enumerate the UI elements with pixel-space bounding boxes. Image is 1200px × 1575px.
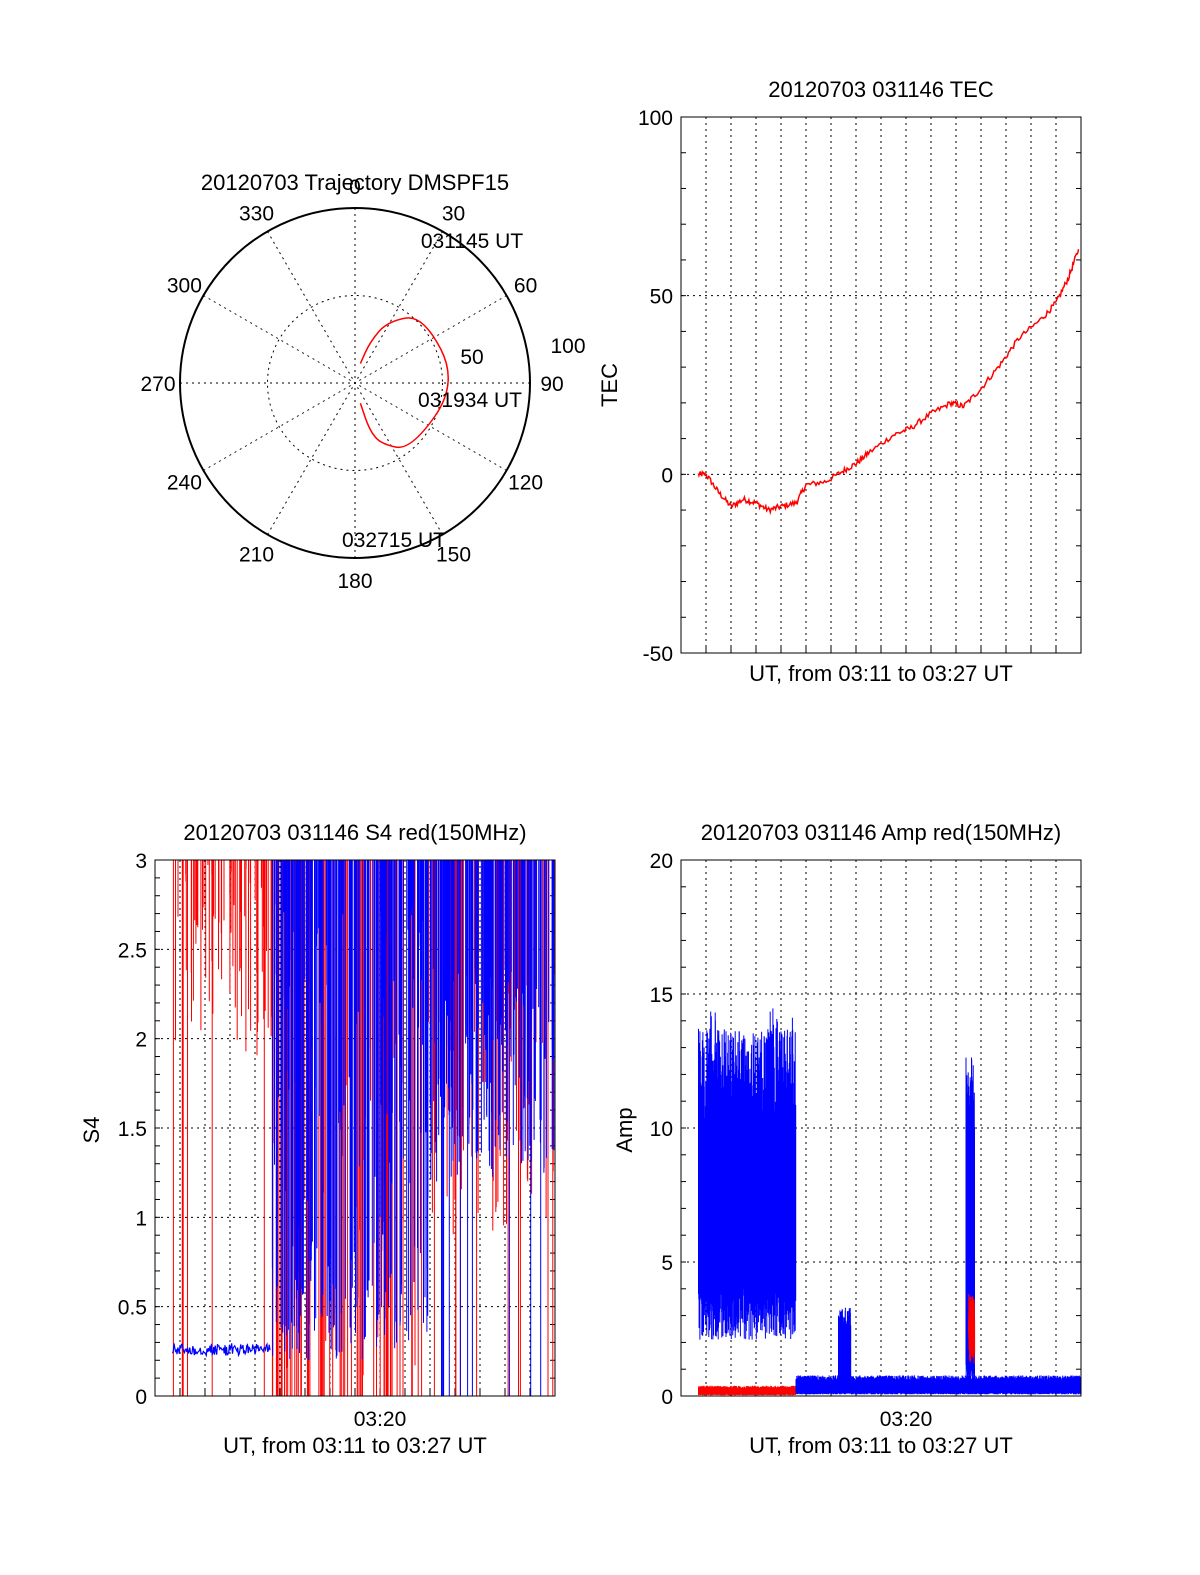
s4-xtick-0320: 03:20 bbox=[354, 1408, 407, 1431]
amp-blue-segment-4 bbox=[965, 1057, 975, 1380]
amp-blue-segment-3 bbox=[838, 1307, 852, 1392]
tec-chart: 20120703 031146 TEC -50 0 50 100 TEC UT, fr… bbox=[597, 77, 1082, 686]
polar-spoke-150 bbox=[267, 231, 443, 535]
polar-annotation-start: 031145 UT bbox=[421, 230, 524, 253]
polar-angle-label-30: 30 bbox=[442, 202, 465, 225]
polar-angle-label-0: 0 bbox=[349, 176, 361, 199]
s4-title: 20120703 031146 S4 red(150MHz) bbox=[183, 820, 526, 845]
s4-ytick-label-2: 2 bbox=[135, 1029, 147, 1052]
polar-angle-label-150: 150 bbox=[436, 544, 471, 567]
amp-blue-segment-2 bbox=[795, 1375, 1082, 1395]
s4-blue-baseline bbox=[171, 1342, 271, 1358]
polar-angle-label-330: 330 bbox=[239, 202, 274, 225]
tec-ytick-label--50: -50 bbox=[643, 643, 673, 666]
polar-angle-label-240: 240 bbox=[167, 472, 202, 495]
amp-plot-frame bbox=[680, 859, 1082, 1397]
tec-ytick-label-100: 100 bbox=[638, 107, 673, 130]
polar-angle-label-60: 60 bbox=[514, 275, 537, 298]
amp-y-ticks: 0 5 10 15 20 bbox=[650, 850, 673, 1409]
s4-ytick-label-0.5: 0.5 bbox=[118, 1297, 147, 1320]
polar-radial-tick-50: 50 bbox=[460, 346, 483, 369]
polar-angle-label-90: 90 bbox=[540, 373, 563, 396]
amp-ytick-label-20: 20 bbox=[650, 850, 673, 873]
amp-xlabel: UT, from 03:11 to 03:27 UT bbox=[749, 1433, 1013, 1458]
s4-ytick-label-0: 0 bbox=[135, 1386, 147, 1409]
s4-y-ticks: 0 0.5 1 1.5 2 2.5 3 bbox=[118, 850, 147, 1409]
s4-xlabel: UT, from 03:11 to 03:27 UT bbox=[223, 1433, 487, 1458]
amp-red-segment-1 bbox=[698, 1385, 797, 1396]
polar-angle-label-180: 180 bbox=[337, 570, 372, 593]
tec-xlabel: UT, from 03:11 to 03:27 UT bbox=[749, 661, 1013, 686]
amp-ylabel: Amp bbox=[612, 1107, 637, 1152]
tec-grid bbox=[681, 116, 1081, 654]
tec-title: 20120703 031146 TEC bbox=[768, 77, 994, 102]
tec-ylabel: TEC bbox=[597, 363, 622, 407]
s4-plot-frame bbox=[154, 859, 556, 1397]
tec-y-ticks: -50 0 50 100 bbox=[638, 107, 673, 666]
amp-xtick-0320: 03:20 bbox=[880, 1408, 933, 1431]
amp-blue-segment-0 bbox=[698, 1008, 797, 1340]
tec-ytick-label-0: 0 bbox=[661, 464, 673, 487]
polar-outer-circle bbox=[179, 207, 531, 559]
polar-grid bbox=[180, 208, 530, 558]
s4-series bbox=[171, 860, 556, 1396]
s4-ytick-label-1.5: 1.5 bbox=[118, 1118, 147, 1141]
tec-series-line bbox=[697, 249, 1080, 516]
amp-chart: 20120703 031146 Amp red(150MHz) 0 5 10 15 20… bbox=[612, 820, 1082, 1458]
polar-radial-tick-100: 100 bbox=[550, 335, 585, 358]
polar-annotation-end: 032715 UT bbox=[342, 529, 446, 552]
polar-angle-label-210: 210 bbox=[239, 544, 274, 567]
s4-chart: 20120703 031146 S4 red(150MHz) 0 0.5 1 1.5 2… bbox=[79, 820, 556, 1458]
tec-plot-frame bbox=[680, 116, 1082, 654]
amp-red-segment-5 bbox=[968, 1294, 976, 1364]
amp-title: 20120703 031146 Amp red(150MHz) bbox=[701, 820, 1061, 845]
amp-ytick-label-10: 10 bbox=[650, 1118, 673, 1141]
s4-ytick-label-2.5: 2.5 bbox=[118, 939, 147, 962]
polar-trajectory-line bbox=[359, 317, 449, 449]
polar-angle-label-300: 300 bbox=[167, 275, 202, 298]
polar-trajectory-chart: 20120703 Trajectory DMSPF15 0 30 60 90 120 15… bbox=[140, 170, 585, 593]
tec-ytick-label-50: 50 bbox=[650, 286, 673, 309]
amp-ytick-label-5: 5 bbox=[661, 1252, 673, 1275]
polar-title: 20120703 Trajectory DMSPF15 bbox=[201, 170, 509, 195]
polar-angle-label-270: 270 bbox=[140, 373, 175, 396]
polar-annotation-mid: 031934 UT bbox=[418, 389, 522, 412]
polar-inner-circle bbox=[267, 295, 443, 471]
polar-angle-label-120: 120 bbox=[508, 472, 543, 495]
amp-ytick-label-0: 0 bbox=[661, 1386, 673, 1409]
polar-angle-labels: 0 30 60 90 120 150 180 210 240 270 300 330 bbox=[140, 176, 563, 593]
amp-series bbox=[698, 1008, 1082, 1396]
amp-ytick-label-15: 15 bbox=[650, 984, 673, 1007]
s4-ytick-label-1: 1 bbox=[135, 1207, 147, 1230]
s4-ylabel: S4 bbox=[79, 1117, 104, 1144]
s4-ytick-label-3: 3 bbox=[135, 850, 147, 873]
s4-blue-series bbox=[271, 860, 555, 1396]
